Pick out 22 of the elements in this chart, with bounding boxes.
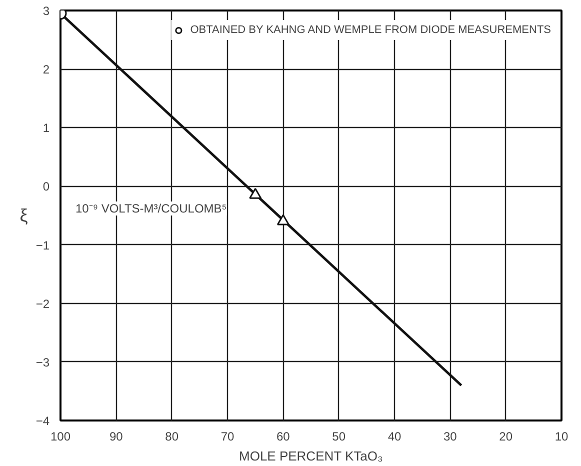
y-axis-title: ξ: [20, 206, 28, 226]
x-tick-label: 40: [388, 430, 402, 444]
x-tick-label: 70: [220, 430, 234, 444]
annotation: 10⁻⁹ VOLTS-M³/COULOMB⁵: [76, 202, 227, 216]
y-tick-label: 2: [42, 62, 50, 77]
x-tick-label: 90: [109, 430, 124, 444]
y-tick-label: −1: [36, 238, 50, 252]
y-tick-label: −4: [36, 414, 50, 428]
x-tick-label: 50: [332, 430, 346, 444]
x-tick-label: 30: [443, 430, 458, 444]
x-axis-title: MOLE PERCENT KTaO₃: [239, 448, 383, 464]
x-tick-label: 80: [165, 430, 179, 444]
x-tick-label: 10: [554, 430, 568, 444]
x-tick-label: 100: [50, 430, 71, 444]
y-tick-label: 0: [42, 180, 50, 194]
legend-label: OBTAINED BY KAHNG AND WEMPLE FROM DIODE MEASUREMENTS: [190, 24, 551, 36]
x-tick-label: 60: [276, 430, 290, 444]
y-tick-label: 1: [42, 121, 50, 136]
y-tick-label: −3: [36, 355, 50, 370]
y-tick-label: 3: [42, 4, 50, 18]
x-tick-label: 20: [499, 430, 513, 444]
y-tick-label: −2: [36, 296, 50, 311]
